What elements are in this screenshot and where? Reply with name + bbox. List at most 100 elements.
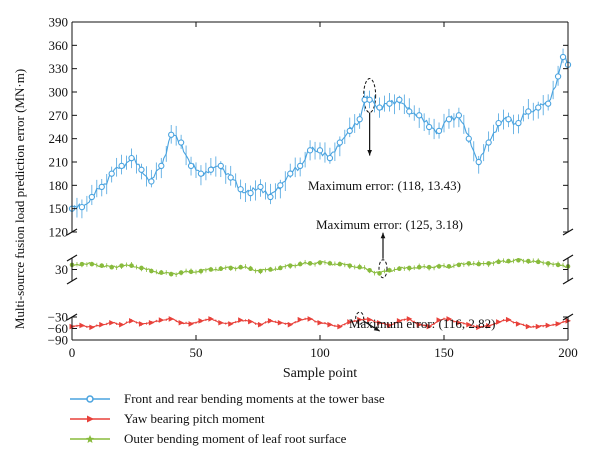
data-point <box>258 268 263 274</box>
annotation-shapes <box>355 78 388 332</box>
data-point <box>218 266 224 272</box>
y-tick-label: 300 <box>49 85 69 100</box>
data-point <box>555 321 562 327</box>
data-point <box>188 269 194 275</box>
data-point <box>129 318 135 324</box>
data-point <box>168 131 175 138</box>
data-point <box>178 270 184 275</box>
x-tick-label: 100 <box>310 345 330 360</box>
data-point <box>496 259 501 265</box>
annotation-tower-base: Maximum error: (118, 13.43) <box>308 178 461 193</box>
data-point <box>277 182 284 189</box>
data-point <box>535 259 541 265</box>
data-point <box>227 174 234 181</box>
legend-label: Outer bending moment of leaf root surfac… <box>124 431 347 446</box>
data-point <box>436 317 443 323</box>
data-point <box>367 267 372 273</box>
x-tick-label: 200 <box>558 345 578 360</box>
data-point <box>237 186 244 193</box>
data-point <box>188 321 195 327</box>
annotation-ellipse <box>363 78 377 114</box>
data-point <box>485 139 492 146</box>
data-point <box>307 261 313 266</box>
data-point <box>336 139 343 146</box>
data-point <box>148 319 155 326</box>
annotation-ellipse <box>355 311 365 325</box>
x-tick-label: 0 <box>69 345 76 360</box>
data-point <box>109 264 114 270</box>
data-point <box>367 316 373 323</box>
annotation-arrowhead <box>373 326 380 332</box>
data-point <box>386 322 393 329</box>
data-point <box>416 321 423 328</box>
data-point <box>486 323 492 329</box>
data-point <box>238 317 244 323</box>
series-2 <box>69 258 571 278</box>
data-point <box>386 100 393 107</box>
data-point <box>248 266 253 272</box>
y-tick-label: 360 <box>49 38 69 53</box>
data-point <box>426 323 433 330</box>
y-tick-label: 180 <box>49 178 69 193</box>
data-point <box>277 319 284 326</box>
data-point <box>88 193 95 201</box>
data-point <box>337 323 343 330</box>
data-point <box>99 321 105 328</box>
data-point <box>297 162 304 170</box>
data-point <box>397 266 402 272</box>
data-point <box>197 170 205 177</box>
plot-area <box>68 48 572 331</box>
data-point <box>307 316 314 322</box>
y-tick-label: −90 <box>48 333 68 348</box>
data-point <box>416 264 422 270</box>
data-point <box>78 203 86 211</box>
data-point <box>396 96 403 103</box>
data-point <box>486 261 491 266</box>
data-point <box>326 154 334 162</box>
data-point <box>316 147 324 154</box>
y-tick-label: 240 <box>49 131 69 146</box>
y-tick-label: 150 <box>49 201 69 216</box>
data-point <box>327 321 333 328</box>
data-point <box>208 267 214 272</box>
legend: Front and rear bending moments at the to… <box>70 389 590 449</box>
data-point <box>109 319 115 326</box>
data-point <box>228 321 234 327</box>
data-point <box>456 262 462 268</box>
data-point <box>177 139 185 146</box>
data-point <box>506 258 511 264</box>
data-point <box>278 265 283 271</box>
data-point <box>168 271 174 277</box>
data-point <box>257 321 264 328</box>
annotation-arrowhead <box>367 150 372 156</box>
data-point <box>158 317 165 323</box>
data-point <box>297 261 303 267</box>
legend-label: Front and rear bending moments at the to… <box>124 391 385 406</box>
data-point <box>545 100 552 107</box>
data-point <box>108 170 115 177</box>
series-0 <box>68 48 572 219</box>
data-point <box>505 316 512 323</box>
data-point <box>515 321 522 327</box>
data-point <box>455 112 463 119</box>
data-point <box>559 53 567 61</box>
data-point <box>148 178 155 185</box>
data-point <box>187 162 195 170</box>
data-point <box>466 261 472 266</box>
data-point <box>466 321 472 328</box>
data-point <box>545 322 552 329</box>
data-point <box>535 104 542 111</box>
data-point <box>79 261 85 267</box>
data-point <box>505 116 512 123</box>
data-point <box>129 263 134 268</box>
y-tick-label: 120 <box>49 225 69 240</box>
data-point <box>128 154 135 162</box>
data-point <box>406 316 413 322</box>
data-point <box>526 258 531 264</box>
annotation-leaf-root: Maximum error: (125, 3.18) <box>316 217 463 232</box>
legend-item-yaw-bearing: Yaw bearing pitch moment <box>70 409 590 429</box>
data-point <box>446 316 452 322</box>
data-point <box>317 319 323 326</box>
data-point <box>119 263 124 268</box>
data-point <box>268 267 273 272</box>
